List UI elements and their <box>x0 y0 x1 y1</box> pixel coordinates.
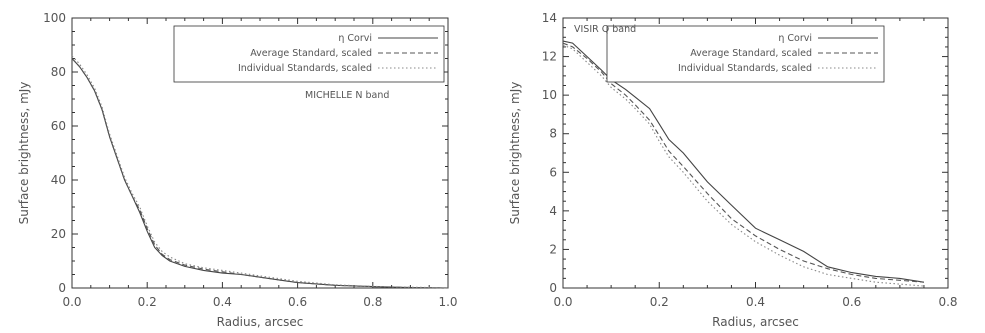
legend-label: Average Standard, scaled <box>250 48 372 59</box>
y-tick-label: 12 <box>542 50 557 64</box>
series-line-1 <box>562 40 924 283</box>
y-tick-label: 2 <box>549 242 557 256</box>
x-tick-label: 1.0 <box>438 295 457 309</box>
x-tick-label: 0.2 <box>138 295 157 309</box>
x-axis-label: Radius, arcsec <box>217 315 304 329</box>
chart-panel-1: 0.0 0.2 0.4 0.6 0.8 1.0 0 20 40 60 80 100 Radius, ar… <box>17 11 458 329</box>
y-tick-label: 20 <box>51 227 66 241</box>
band-annotation: VISIR Q band <box>574 24 636 35</box>
x-tick-label: 0.0 <box>553 295 572 309</box>
band-annotation: MICHELLE N band <box>305 90 389 101</box>
x-tick-label: 0.2 <box>650 295 669 309</box>
y-axis-label: Surface brightness, mJy <box>17 82 31 225</box>
series-line-1 <box>71 58 449 289</box>
y-tick-label: 40 <box>51 173 66 187</box>
y-tick-label: 4 <box>549 204 557 218</box>
x-tick-label: 0.6 <box>842 295 861 309</box>
x-tick-label: 0.6 <box>288 295 307 309</box>
x-axis-label: Radius, arcsec <box>712 315 799 329</box>
y-tick-label: 0 <box>58 281 66 295</box>
x-tick-label: 0.8 <box>938 295 957 309</box>
legend-box <box>173 25 445 83</box>
y-tick-label: 6 <box>549 165 557 179</box>
series-line-2 <box>562 42 924 283</box>
series-line-2 <box>71 58 449 289</box>
legend-label: η Corvi <box>778 33 812 44</box>
x-tick-label: 0.0 <box>62 295 81 309</box>
y-axis-label: Surface brightness, mJy <box>508 82 522 225</box>
legend-label: Individual Standards, scaled <box>238 63 372 74</box>
x-tick-label: 0.4 <box>746 295 765 309</box>
legend-label: Individual Standards, scaled <box>678 63 812 74</box>
x-tick-label: 0.8 <box>363 295 382 309</box>
series-line-3 <box>71 55 449 289</box>
series-line-3 <box>562 44 924 287</box>
x-tick-label: 0.4 <box>213 295 232 309</box>
y-tick-label: 60 <box>51 119 66 133</box>
y-tick-label: 8 <box>549 127 557 141</box>
y-tick-label: 14 <box>542 11 557 25</box>
legend-box <box>606 25 885 83</box>
legend-label: Average Standard, scaled <box>690 48 812 59</box>
legend-label: η Corvi <box>338 33 372 44</box>
chart-panel-2: 0.0 0.2 0.4 0.6 0.8 0 2 4 6 8 10 12 14 Radius, arcsec… <box>508 11 958 329</box>
y-tick-label: 80 <box>51 65 66 79</box>
y-tick-label: 10 <box>542 88 557 102</box>
y-tick-label: 0 <box>549 281 557 295</box>
y-tick-label: 100 <box>43 11 66 25</box>
